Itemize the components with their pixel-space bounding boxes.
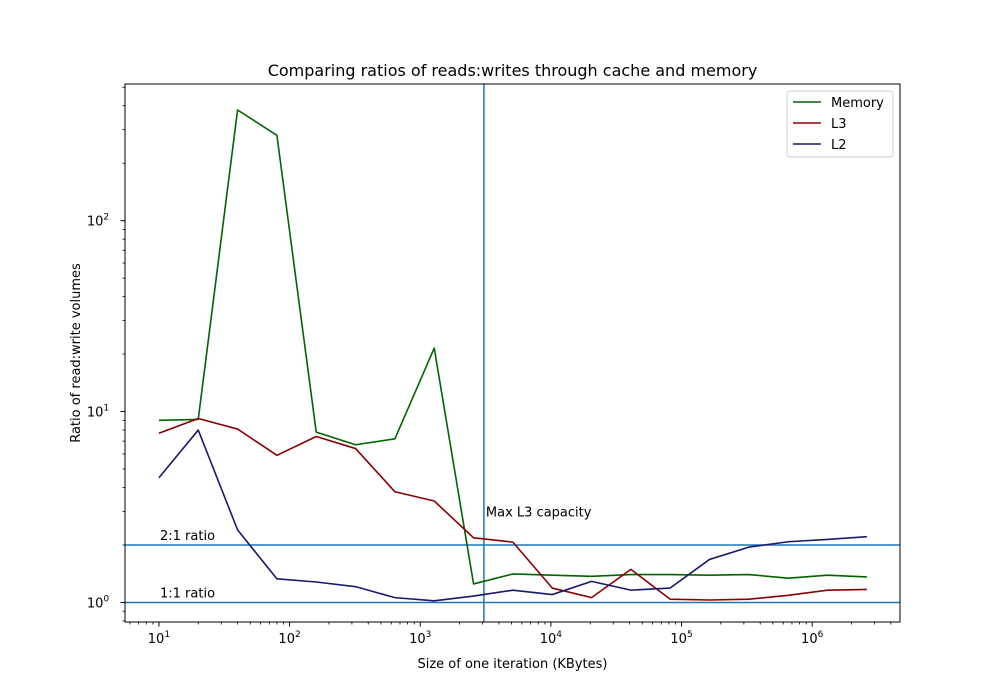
plot-area — [124, 83, 901, 623]
chart-title: Comparing ratios of reads:writes through… — [268, 61, 758, 80]
series-line-l3 — [158, 417, 867, 601]
x-tick-label: 102 — [278, 630, 300, 647]
x-tick-label: 104 — [540, 630, 563, 647]
reference-label-2: 1:1 ratio — [160, 586, 215, 601]
legend-label-l2: L2 — [831, 138, 847, 153]
x-tick-label: 106 — [801, 630, 824, 647]
x-axis-label: Size of one iteration (KBytes) — [417, 657, 607, 672]
y-axis-label: Ratio of read:write volumes — [69, 263, 84, 443]
series-line-l2 — [158, 429, 867, 602]
x-axis: 101 102 103 104 105 106 — [129, 622, 892, 647]
reference-lines: 2:1 ratio 1:1 ratio Max L3 capacity — [125, 84, 900, 622]
legend: Memory L3 L2 — [786, 90, 894, 158]
legend-box — [786, 90, 894, 158]
y-tick-label: 101 — [87, 404, 109, 421]
legend-label-memory: Memory — [831, 96, 884, 111]
legend-label-l3: L3 — [831, 117, 847, 132]
x-tick-label: 101 — [148, 630, 170, 647]
reference-label-3: Max L3 capacity — [486, 505, 592, 520]
series-layer — [158, 109, 867, 602]
x-tick-label: 103 — [409, 630, 431, 647]
y-tick-label: 100 — [87, 594, 110, 611]
y-axis: 100 101 102 — [87, 86, 125, 622]
series-line-memory — [158, 109, 867, 585]
reference-label-1: 2:1 ratio — [160, 529, 215, 544]
y-tick-label: 102 — [87, 213, 109, 230]
x-tick-label: 105 — [670, 630, 692, 647]
